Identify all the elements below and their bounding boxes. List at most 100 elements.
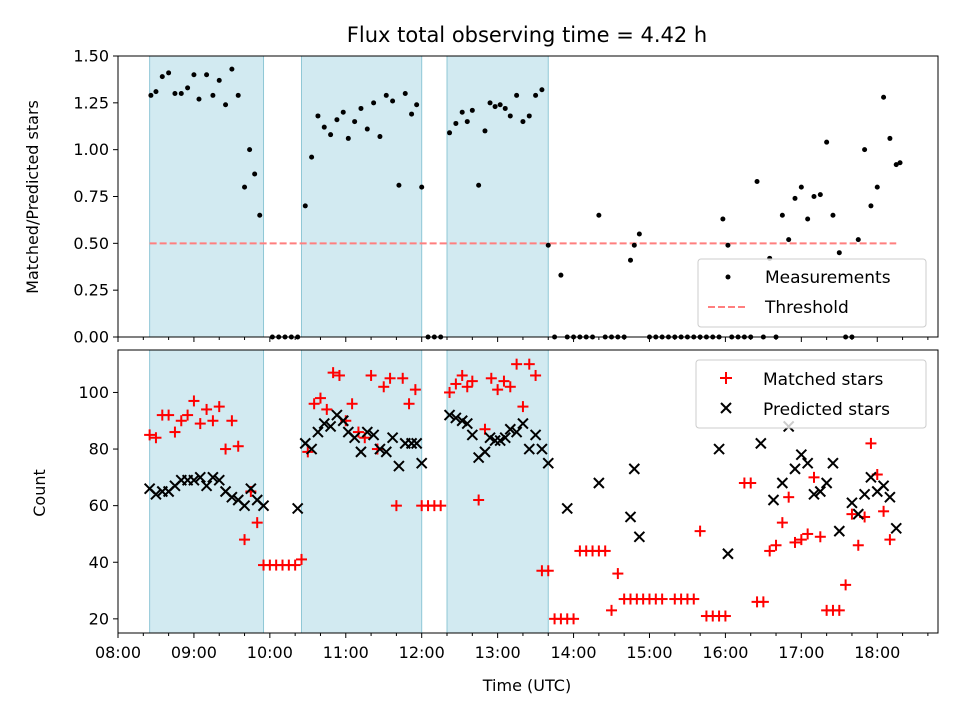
predicted-star-marker <box>489 434 501 447</box>
measurement-point <box>409 111 415 117</box>
measurement-points <box>148 66 903 340</box>
predicted-star-stroke <box>299 437 311 450</box>
matched-star-marker <box>308 398 320 410</box>
predicted-star-marker <box>479 446 491 458</box>
measurement-point <box>636 231 642 237</box>
legend-measurements-marker <box>725 274 731 280</box>
measurement-point <box>514 92 520 98</box>
matched-star-marker <box>568 613 580 625</box>
matched-star-marker <box>163 409 175 421</box>
matched-star-marker <box>409 384 421 396</box>
predicted-star-stroke <box>245 482 257 495</box>
measurement-point <box>720 216 726 222</box>
matched-star-marker <box>511 358 523 370</box>
count-x-tick-label: 13:00 <box>475 643 521 662</box>
measurement-point <box>459 109 465 115</box>
predicted-stars-points <box>143 409 902 560</box>
predicted-star-marker <box>393 460 405 472</box>
matched-star-marker <box>745 477 757 489</box>
measurement-point <box>520 119 526 125</box>
count-axes-frame <box>117 349 939 634</box>
predicted-star-stroke <box>624 511 637 523</box>
measurement-point <box>148 92 154 98</box>
matched-star-marker <box>852 539 864 551</box>
matched-star-marker <box>865 437 877 449</box>
legend-matched-label: Matched stars <box>763 370 883 390</box>
measurement-point <box>390 98 396 104</box>
predicted-star-marker <box>200 480 213 492</box>
matched-star-marker <box>188 395 200 407</box>
predicted-star-stroke <box>852 508 864 520</box>
predicted-star-stroke <box>461 417 473 430</box>
predicted-star-marker <box>865 471 877 484</box>
predicted-star-marker <box>808 488 820 501</box>
observing-windows <box>149 55 549 338</box>
predicted-star-marker <box>789 463 801 475</box>
predicted-star-stroke <box>305 443 318 455</box>
measurement-point <box>419 184 425 190</box>
x-axis-label: Time (UTC) <box>482 676 571 695</box>
measurement-point <box>754 179 760 185</box>
measurement-point <box>596 212 602 218</box>
measurement-point <box>172 90 178 96</box>
predicted-star-stroke <box>795 449 808 461</box>
measurement-point <box>447 130 453 136</box>
predicted-star-stroke <box>820 477 833 489</box>
matched-star-marker <box>390 500 402 512</box>
matched-star-marker <box>220 443 232 455</box>
predicted-star-stroke <box>415 457 428 469</box>
predicted-star-stroke <box>865 471 877 484</box>
matched-star-marker <box>814 531 826 543</box>
predicted-star-marker <box>226 491 238 503</box>
predicted-star-stroke <box>342 426 355 438</box>
predicted-star-marker <box>318 417 330 430</box>
predicted-star-stroke <box>450 412 462 424</box>
predicted-star-marker <box>213 474 225 486</box>
matched-star-marker <box>776 517 788 529</box>
predicted-star-stroke <box>523 443 535 455</box>
count-y-ticks: 20 40 60 80 100 <box>78 383 118 628</box>
measurement-point <box>257 212 263 218</box>
ratio-x-ticks <box>117 337 929 342</box>
predicted-star-marker <box>523 443 535 455</box>
predicted-star-marker <box>312 426 324 438</box>
matched-star-marker <box>450 378 462 390</box>
predicted-star-marker <box>510 426 523 438</box>
predicted-star-stroke <box>542 457 554 469</box>
measurement-point <box>836 250 842 256</box>
count-y-tick-label: 100 <box>78 383 109 402</box>
predicted-star-stroke <box>510 426 523 438</box>
predicted-star-marker <box>367 429 380 441</box>
predicted-star-marker <box>542 457 554 469</box>
predicted-star-stroke <box>722 548 734 560</box>
measurement-point <box>242 184 248 190</box>
predicted-star-marker <box>633 531 646 543</box>
matched-stars-points <box>144 358 896 625</box>
count-x-tick-label: 17:00 <box>778 643 824 662</box>
ratio-legend-box <box>697 258 927 328</box>
predicted-star-stroke <box>846 497 858 509</box>
predicted-star-stroke <box>484 432 496 444</box>
matched-star-marker <box>378 381 390 393</box>
predicted-star-stroke <box>827 457 839 469</box>
predicted-star-marker <box>814 485 827 498</box>
matched-star-marker <box>466 375 478 387</box>
predicted-star-stroke <box>207 471 219 484</box>
predicted-star-stroke <box>374 443 386 455</box>
count-x-ticks: 08:00 09:00 10:00 11:00 12:00 13:00 14:00 15:00… <box>95 633 929 662</box>
predicted-star-stroke <box>466 429 479 441</box>
predicted-star-stroke <box>713 443 725 455</box>
legend-measurements-label: Measurements <box>765 268 891 288</box>
measurement-point <box>792 195 798 201</box>
measurement-point <box>502 105 508 111</box>
predicted-star-stroke <box>814 485 827 498</box>
matched-star-marker <box>542 565 554 577</box>
predicted-star-stroke <box>324 420 337 433</box>
matched-star-marker <box>327 367 339 379</box>
matched-star-marker <box>612 568 624 580</box>
measurement-point <box>334 117 340 123</box>
predicted-star-marker <box>374 443 386 455</box>
predicted-star-stroke <box>337 415 349 427</box>
predicted-star-stroke <box>479 446 491 458</box>
